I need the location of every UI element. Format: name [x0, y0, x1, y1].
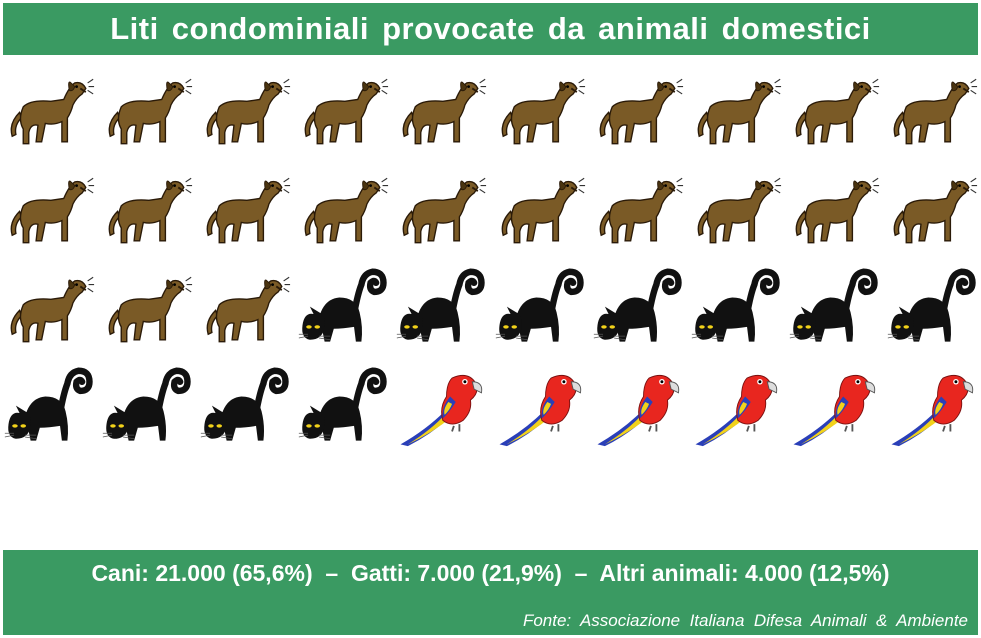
parrot-icon — [690, 356, 782, 448]
dog-icon — [886, 59, 978, 151]
cat-icon — [494, 257, 586, 349]
footer-banner: Cani: 21.000 (65,6%) – Gatti: 7.000 (21,… — [3, 550, 978, 635]
dog-icon — [494, 158, 586, 250]
source-note: Fonte: Associazione Italiana Difesa Anim… — [522, 611, 968, 630]
summary-values: Cani: 21.000 (65,6%) – Gatti: 7.000 (21,… — [91, 560, 890, 586]
dog-icon — [3, 59, 95, 151]
pictogram-grid — [0, 56, 981, 550]
cat-icon — [297, 356, 389, 448]
parrot-icon — [592, 356, 684, 448]
cat-icon — [788, 257, 880, 349]
cat-icon — [101, 356, 193, 448]
cat-icon — [592, 257, 684, 349]
parrot-icon — [395, 356, 487, 448]
cat-icon — [297, 257, 389, 349]
parrot-icon — [494, 356, 586, 448]
dog-icon — [101, 257, 193, 349]
dog-icon — [690, 158, 782, 250]
cat-icon — [199, 356, 291, 448]
cat-icon — [690, 257, 782, 349]
parrot-icon — [788, 356, 880, 448]
dog-icon — [494, 59, 586, 151]
dog-icon — [101, 158, 193, 250]
dog-icon — [297, 158, 389, 250]
parrot-icon — [886, 356, 978, 448]
dog-icon — [199, 158, 291, 250]
dog-icon — [788, 59, 880, 151]
cat-icon — [3, 356, 95, 448]
dog-icon — [886, 158, 978, 250]
cat-icon — [886, 257, 978, 349]
dog-icon — [3, 257, 95, 349]
dog-icon — [297, 59, 389, 151]
chart-title: Liti condominiali provocate da animali d… — [3, 3, 978, 55]
dog-icon — [395, 158, 487, 250]
dog-icon — [101, 59, 193, 151]
dog-icon — [690, 59, 782, 151]
dog-icon — [592, 59, 684, 151]
dog-icon — [592, 158, 684, 250]
dog-icon — [395, 59, 487, 151]
dog-icon — [788, 158, 880, 250]
dog-icon — [199, 257, 291, 349]
cat-icon — [395, 257, 487, 349]
dog-icon — [3, 158, 95, 250]
dog-icon — [199, 59, 291, 151]
